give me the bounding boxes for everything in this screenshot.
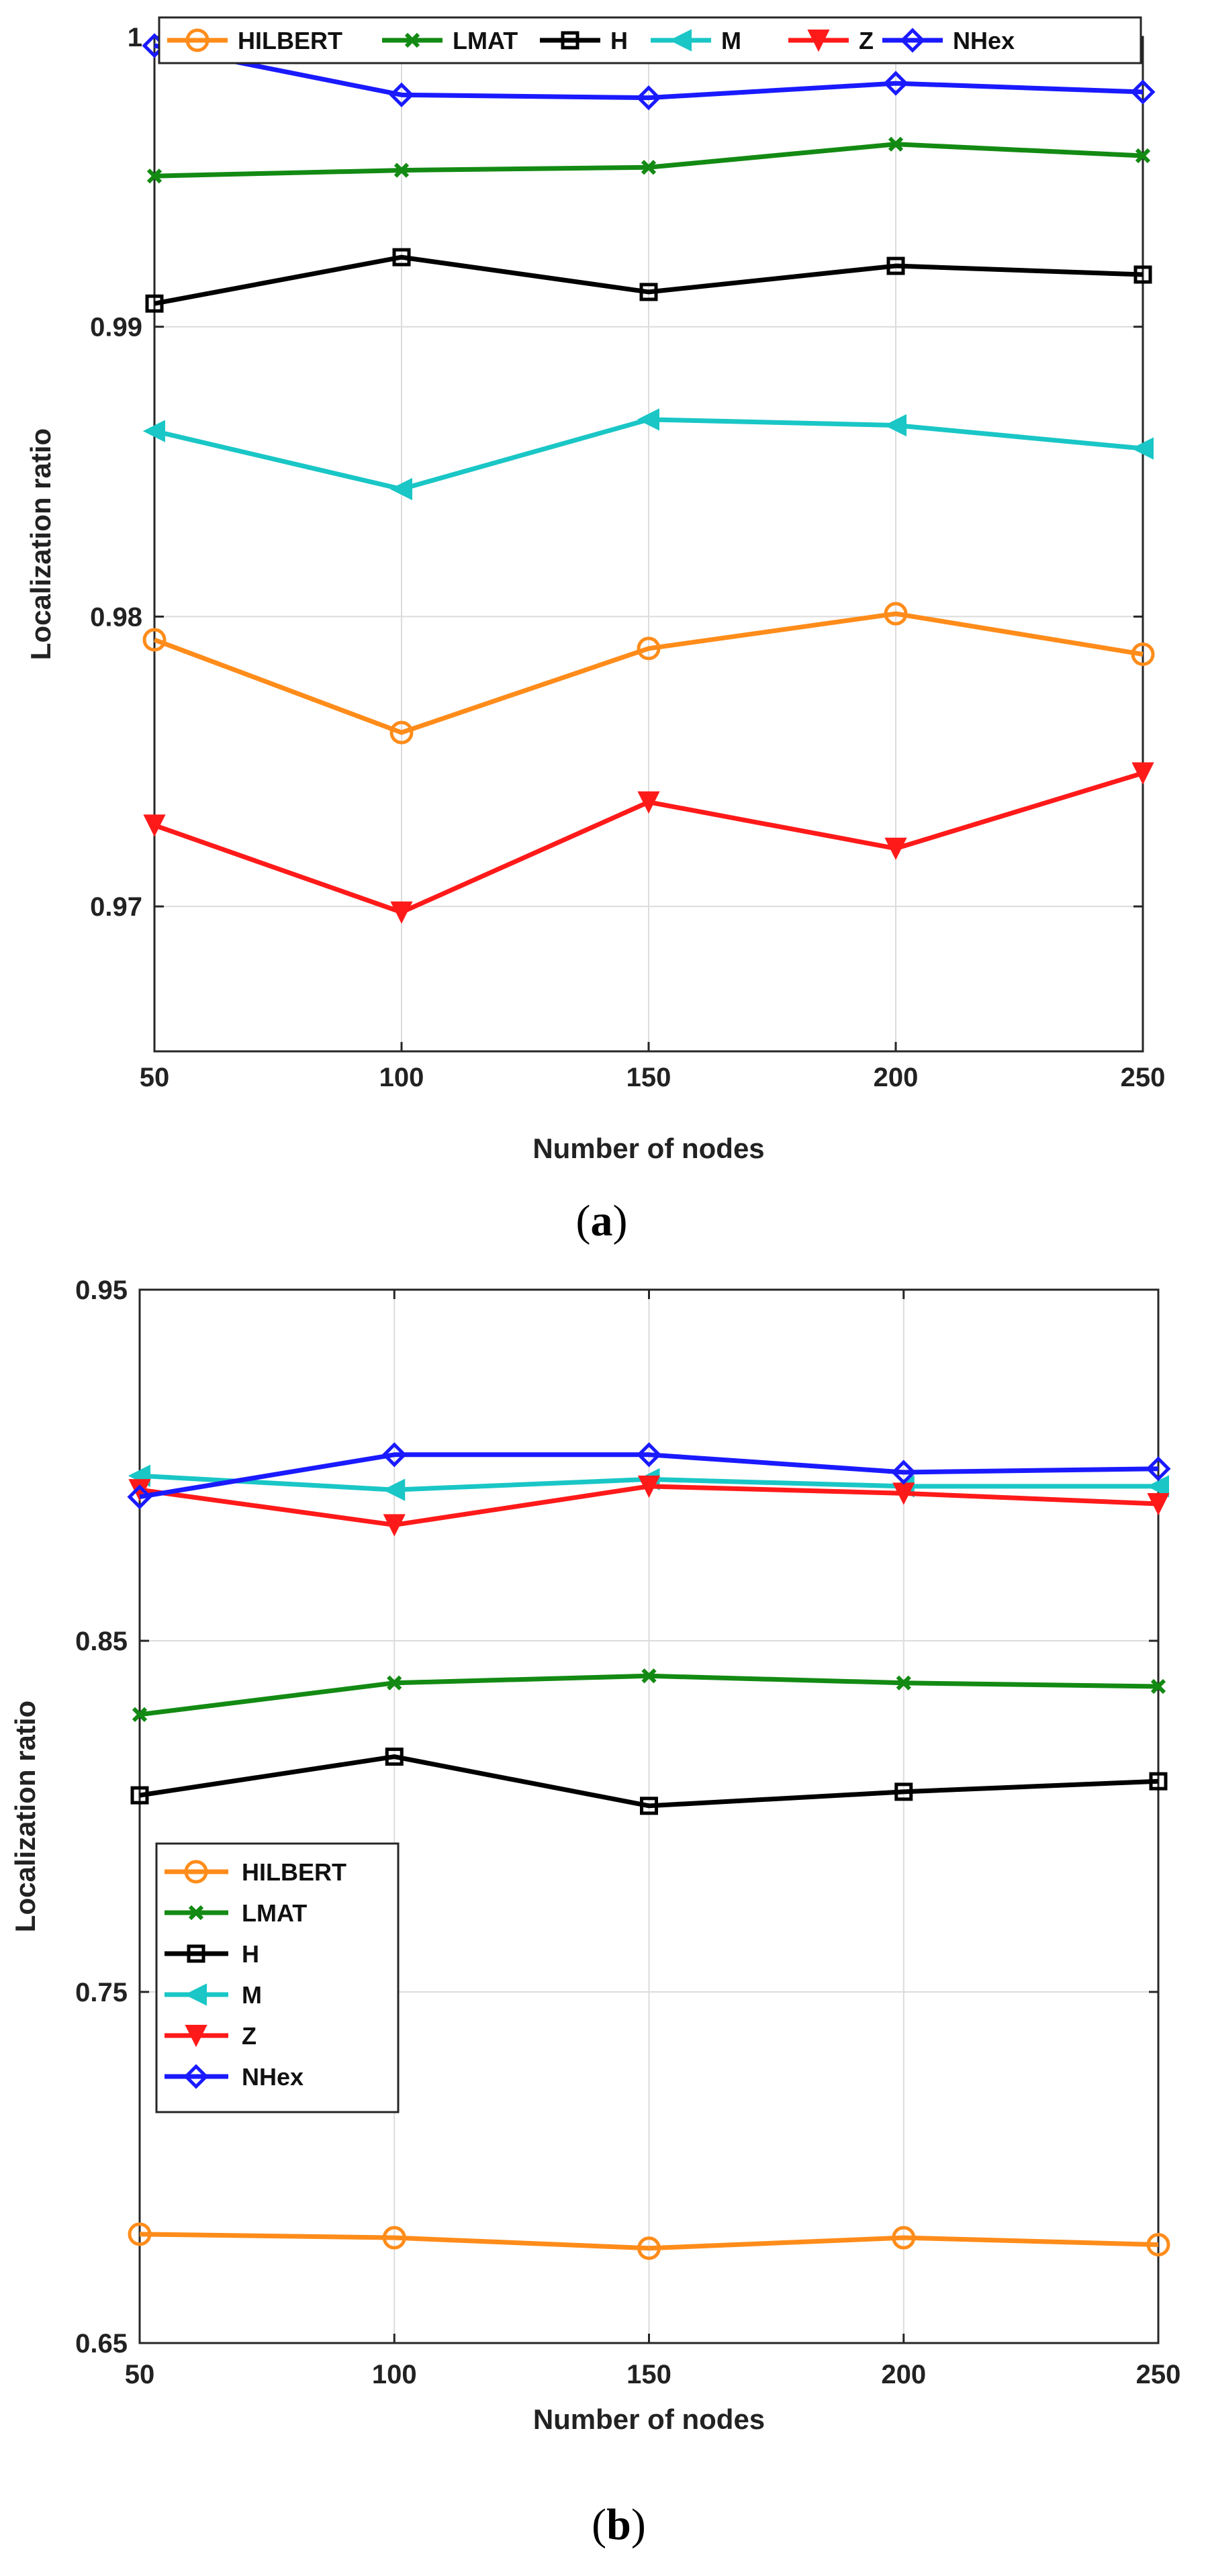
panel-caption: (a) [576, 1196, 628, 1245]
legend-label: Z [242, 2022, 257, 2050]
y-tick-label: 0.99 [90, 313, 142, 342]
y-tick-label: 0.65 [75, 2329, 128, 2358]
x-tick-label: 150 [626, 2360, 671, 2389]
chart-svg: 50 100 150 200 250 0.97 0.98 0.99 1 Number of nod… [0, 0, 1208, 2576]
x-tick-label: 150 [626, 1063, 671, 1092]
x-tick-label: 50 [140, 1063, 170, 1092]
legend-label: H [242, 1940, 259, 1968]
x-tick-label: 200 [881, 2360, 926, 2389]
x-tick-label: 250 [1136, 2360, 1181, 2389]
x-tick-label: 100 [379, 1063, 424, 1092]
figure: 50 100 150 200 250 0.97 0.98 0.99 1 Number of nod… [0, 0, 1208, 2576]
legend-label: H [610, 27, 628, 54]
y-tick-label: 0.85 [75, 1627, 128, 1656]
legend-label: M [242, 1981, 262, 2009]
legend: HILBERT LMAT H M Z NHex [159, 17, 1141, 63]
x-tick-label: 100 [372, 2360, 417, 2389]
legend-item-hilbert: HILBERT [165, 1858, 346, 1886]
y-tick-label: 0.98 [90, 602, 142, 632]
x-axis-label: Number of nodes [532, 1133, 764, 1164]
y-tick-label: 0.95 [75, 1276, 128, 1305]
legend-label: HILBERT [242, 1858, 346, 1886]
panel-caption: (b) [592, 2500, 646, 2549]
x-tick-label: 250 [1121, 1063, 1166, 1092]
x-axis-label: Number of nodes [533, 2403, 765, 2435]
chart-panel-a: 50 100 150 200 250 0.97 0.98 0.99 1 Number of nod… [25, 17, 1165, 1164]
legend-label: LMAT [242, 1899, 307, 1927]
legend-label: NHex [242, 2063, 304, 2091]
y-tick-label: 0.97 [90, 892, 142, 922]
legend-item-hilbert: HILBERT [167, 27, 342, 54]
legend: HILBERT LMAT HMZ NHex [156, 1844, 398, 2112]
legend-label: M [721, 27, 741, 54]
y-axis-label: Localization ratio [9, 1701, 41, 1932]
legend-label: NHex [953, 27, 1015, 54]
x-tick-label: 200 [874, 1063, 919, 1092]
legend-label: HILBERT [238, 27, 342, 54]
x-tick-label: 50 [125, 2360, 155, 2389]
y-tick-label: 0.75 [75, 1978, 128, 2007]
legend-label: LMAT [453, 27, 518, 54]
y-axis-label: Localization ratio [25, 428, 56, 660]
chart-panel-b: 50 100 150 200 250 0.65 0.75 0.85 0.95 Number of … [9, 1276, 1180, 2435]
legend-label: Z [859, 27, 874, 54]
y-tick-label: 1 [128, 23, 142, 52]
